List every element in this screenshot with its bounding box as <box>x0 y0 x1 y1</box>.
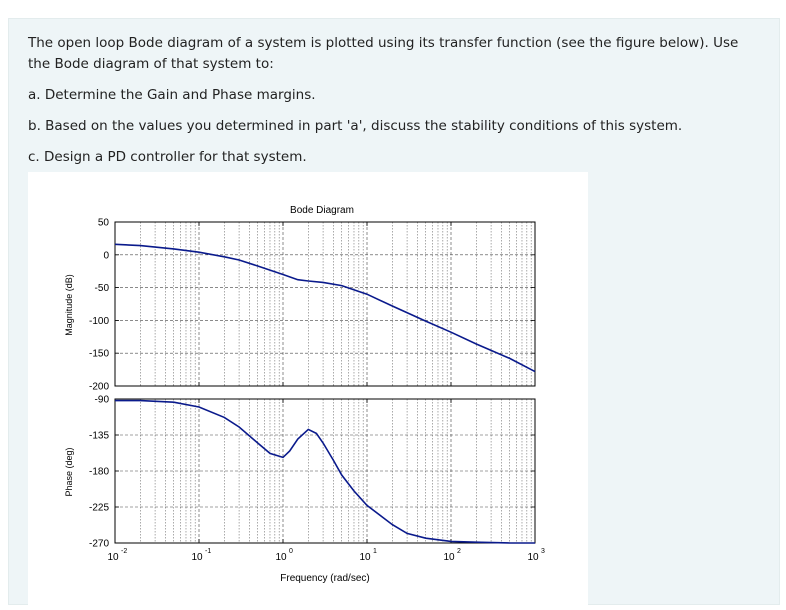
x-tick-label-base: 10 <box>191 552 203 563</box>
x-axis-label: Frequency (rad/sec) <box>280 573 369 584</box>
phase-ylabel: Phase (deg) <box>64 447 74 496</box>
y-tick-label: -100 <box>89 316 109 327</box>
chart-title: Bode Diagram <box>290 205 354 216</box>
x-tick-label-base: 10 <box>527 552 539 563</box>
x-tick-label-base: 10 <box>359 552 371 563</box>
x-tick-label-base: 10 <box>107 552 119 563</box>
y-tick-label: -225 <box>89 503 109 514</box>
question-part-a: a. Determine the Gain and Phase margins. <box>28 87 316 103</box>
x-tick-label-exponent: -1 <box>205 548 211 555</box>
x-tick-label-exponent: 1 <box>373 548 377 555</box>
x-tick-label-exponent: 0 <box>289 548 293 555</box>
x-tick-label-base: 10 <box>443 552 455 563</box>
y-tick-label: -150 <box>89 349 109 360</box>
magnitude-ylabel: Magnitude (dB) <box>64 274 74 336</box>
y-tick-label: -270 <box>89 539 109 550</box>
question-text: The open loop Bode diagram of a system i… <box>28 33 758 178</box>
question-part-c: c. Design a PD controller for that syste… <box>28 149 307 165</box>
bode-diagram-svg: Bode Diagram 500-50-100-150-200 -90-135-… <box>64 205 545 584</box>
bode-figure: Bode Diagram 50 0 -50 -100 -150 -200 -90 -135-… <box>28 172 588 605</box>
y-tick-label: -50 <box>95 283 110 294</box>
magnitude-grid <box>115 222 535 386</box>
magnitude-axes-frame <box>114 221 536 387</box>
y-tick-label: -200 <box>89 382 109 393</box>
y-tick-label: -180 <box>89 467 109 478</box>
question-intro: The open loop Bode diagram of a system i… <box>28 35 739 72</box>
question-part-b: b. Based on the values you determined in… <box>28 118 683 134</box>
phase-grid <box>115 399 535 543</box>
phase-series-line <box>115 399 535 544</box>
x-tick-label-exponent: 3 <box>541 548 545 555</box>
y-tick-label: -90 <box>95 395 110 406</box>
magnitude-y-ticks: 50 0 -50 -100 -150 -200 <box>89 218 535 393</box>
magnitude-series-line <box>114 243 536 373</box>
y-tick-label: 50 <box>98 218 110 229</box>
y-tick-label: -135 <box>89 431 109 442</box>
x-tick-label-exponent: 2 <box>457 548 461 555</box>
x-tick-label-exponent: -2 <box>121 548 127 555</box>
phase-y-ticks: -90 -135 -180 -225 -270 <box>89 395 535 550</box>
question-card: The open loop Bode diagram of a system i… <box>8 18 780 605</box>
x-tick-label-base: 10 <box>275 552 287 563</box>
y-tick-label: 0 <box>103 250 109 261</box>
